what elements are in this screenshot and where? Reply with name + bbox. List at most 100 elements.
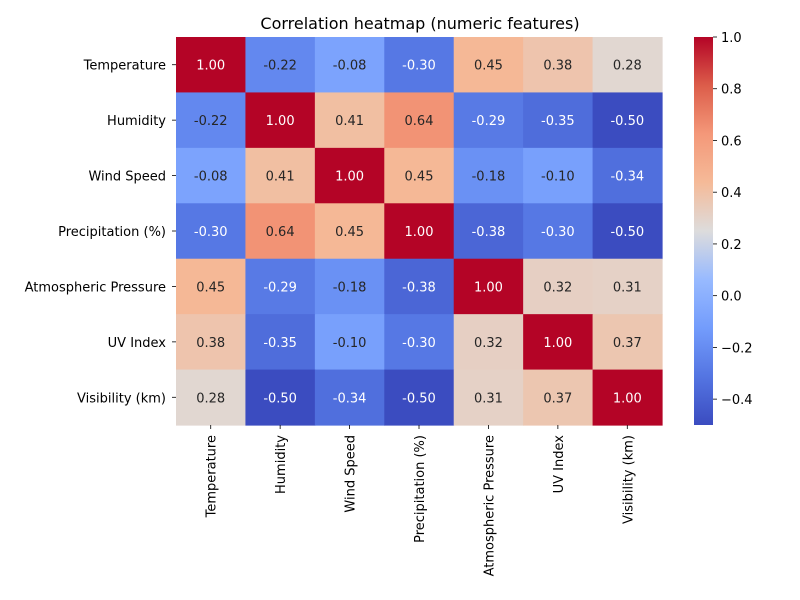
- cell-value-label: 0.64: [405, 114, 434, 129]
- heatmap-cell: [453, 203, 524, 260]
- cell-value-label: -0.08: [194, 170, 228, 185]
- cell-value-label: -0.30: [402, 59, 436, 74]
- heatmap-cell: [384, 92, 455, 149]
- x-tick-label: Atmospheric Pressure: [482, 435, 497, 576]
- cell-value-label: 0.38: [543, 59, 572, 74]
- heatmap-cell: [523, 147, 594, 204]
- heatmap-cell: [176, 369, 247, 426]
- colorbar: [694, 37, 713, 425]
- colorbar-tick-label: 0.6: [721, 134, 742, 149]
- heatmap-cell: [592, 258, 663, 315]
- heatmap-cell: [314, 147, 385, 204]
- x-tick-label: Precipitation (%): [413, 435, 428, 543]
- cell-value-label: 1.00: [266, 114, 295, 129]
- cell-value-label: -0.35: [541, 114, 575, 129]
- colorbar-tick-label: −0.2: [721, 341, 753, 356]
- colorbar-tick-label: 0.8: [721, 83, 742, 98]
- cell-value-label: 0.32: [474, 336, 503, 351]
- colorbar-tick-label: 1.0: [721, 31, 742, 46]
- cell-value-label: 0.45: [335, 225, 364, 240]
- x-tick-label: Humidity: [274, 435, 289, 494]
- heatmap-cell: [592, 92, 663, 149]
- heatmap-cell: [592, 37, 663, 94]
- cell-value-label: 0.37: [543, 391, 572, 406]
- x-axis-tick-labels: Temperature Humidity Wind Speed Precipitati…: [205, 425, 636, 576]
- colorbar-tick-label: 0.0: [721, 290, 742, 305]
- cell-value-label: -0.22: [194, 114, 228, 129]
- y-tick-label: Wind Speed: [88, 170, 166, 185]
- cell-value-label: 0.28: [613, 59, 642, 74]
- heatmap-cell: [245, 37, 316, 94]
- cell-value-label: -0.34: [610, 170, 644, 185]
- cell-value-label: 0.45: [196, 280, 225, 295]
- heatmap-cell: [314, 37, 385, 94]
- heatmap-cell: [384, 314, 455, 371]
- heatmap-cell: [245, 258, 316, 315]
- cell-value-label: 0.31: [474, 391, 503, 406]
- cell-value-label: 0.37: [613, 336, 642, 351]
- chart-title: Correlation heatmap (numeric features): [260, 14, 579, 33]
- heatmap-cell: [453, 37, 524, 94]
- cell-value-label: 1.00: [405, 225, 434, 240]
- colorbar-tick-label: 0.2: [721, 238, 742, 253]
- y-tick-label: UV Index: [108, 336, 167, 351]
- cell-value-label: -0.22: [263, 59, 297, 74]
- heatmap-cell: [176, 203, 247, 260]
- heatmap-cell: [245, 147, 316, 204]
- cell-value-label: -0.18: [333, 280, 367, 295]
- cell-value-label: -0.38: [472, 225, 506, 240]
- cell-value-label: -0.34: [333, 391, 367, 406]
- cell-value-label: 1.00: [613, 391, 642, 406]
- cell-value-label: -0.30: [194, 225, 228, 240]
- cell-value-label: 0.45: [405, 170, 434, 185]
- heatmap-cell: [384, 203, 455, 260]
- heatmap-cell: [384, 258, 455, 315]
- heatmap-cell: [592, 147, 663, 204]
- x-tick-label: Wind Speed: [344, 435, 359, 513]
- heatmap-cell: [245, 369, 316, 426]
- heatmap-cell: [523, 369, 594, 426]
- heatmap-cell: [314, 369, 385, 426]
- heatmap-cell: [453, 147, 524, 204]
- cell-value-label: -0.38: [402, 280, 436, 295]
- cell-value-label: 0.45: [474, 59, 503, 74]
- y-tick-label: Precipitation (%): [58, 225, 166, 240]
- cell-value-label: -0.50: [610, 225, 644, 240]
- heatmap-cell: [523, 203, 594, 260]
- heatmap-cell: [314, 258, 385, 315]
- cell-value-label: 0.38: [196, 336, 225, 351]
- heatmap-cell: [314, 203, 385, 260]
- heatmap-cell: [523, 92, 594, 149]
- heatmap-cell: [176, 147, 247, 204]
- cell-value-label: -0.18: [472, 170, 506, 185]
- heatmap-cells: [176, 37, 663, 426]
- cell-value-label: -0.10: [541, 170, 575, 185]
- heatmap-cell: [453, 92, 524, 149]
- cell-value-label: -0.30: [541, 225, 575, 240]
- y-tick-label: Humidity: [107, 114, 166, 129]
- y-tick-label: Atmospheric Pressure: [25, 280, 166, 295]
- heatmap-cell: [245, 92, 316, 149]
- heatmap-cell: [176, 92, 247, 149]
- heatmap-cell: [176, 314, 247, 371]
- cell-value-label: -0.50: [263, 391, 297, 406]
- cell-value-label: 0.41: [335, 114, 364, 129]
- cell-value-label: 1.00: [474, 280, 503, 295]
- heatmap-cell: [592, 203, 663, 260]
- heatmap-cell: [245, 203, 316, 260]
- cell-value-label: 0.32: [543, 280, 572, 295]
- heatmap-cell: [592, 369, 663, 426]
- cell-value-label: -0.08: [333, 59, 367, 74]
- heatmap-cell: [453, 258, 524, 315]
- heatmap-cell: [453, 314, 524, 371]
- heatmap-cell: [453, 369, 524, 426]
- cell-value-label: -0.50: [610, 114, 644, 129]
- colorbar-tick-label: −0.4: [721, 393, 753, 408]
- heatmap-cell: [176, 258, 247, 315]
- cell-value-label: -0.10: [333, 336, 367, 351]
- cell-value-label: 1.00: [335, 170, 364, 185]
- colorbar-tick-label: 0.4: [721, 186, 742, 201]
- heatmap-cell: [523, 258, 594, 315]
- heatmap-cell: [384, 147, 455, 204]
